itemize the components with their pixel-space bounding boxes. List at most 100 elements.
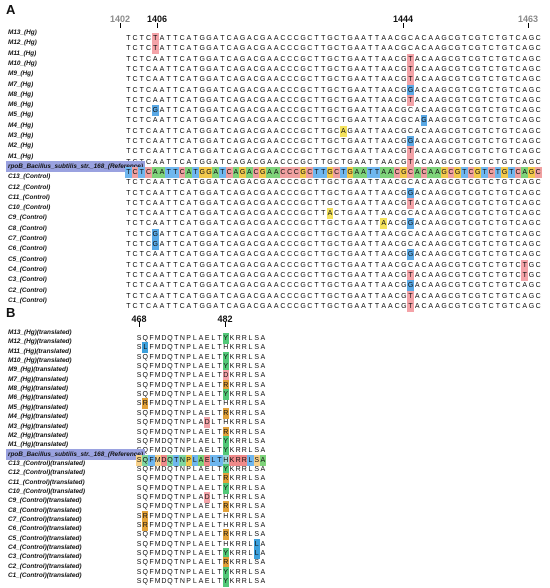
residue: T: [217, 512, 222, 520]
residue: T: [126, 261, 131, 269]
residue: Q: [142, 550, 148, 558]
residue: A: [428, 220, 434, 228]
sequence-label: M2_(Hg)(translated): [8, 431, 69, 439]
residue: A: [435, 251, 440, 259]
residue: A: [522, 96, 528, 104]
residue: G: [501, 158, 508, 166]
residue: A: [381, 127, 386, 135]
residue: C: [253, 35, 259, 42]
residue: T: [174, 391, 179, 399]
residue: A: [233, 179, 239, 187]
residue: C: [179, 117, 185, 125]
residue: C: [280, 127, 286, 135]
residue: C: [334, 127, 340, 135]
residue: G: [327, 55, 333, 63]
residue: T: [219, 166, 226, 178]
residue: C: [535, 292, 541, 300]
residue: A: [260, 484, 266, 492]
residue: Q: [167, 540, 173, 548]
residue: C: [421, 220, 427, 228]
residue: T: [341, 302, 346, 310]
residue: Q: [167, 550, 173, 558]
residue: C: [287, 241, 293, 248]
position-tick: [120, 23, 121, 28]
residue: C: [468, 96, 474, 104]
sequence-residues: SQFMDQT NP L A E L T RKRR L S A: [136, 402, 266, 419]
residue: C: [535, 96, 541, 104]
residue: A: [354, 271, 360, 279]
residue: A: [435, 282, 440, 290]
residue: L: [192, 381, 197, 389]
residue: A: [246, 127, 252, 135]
residue: A: [273, 65, 279, 73]
residue: G: [327, 148, 333, 156]
residue: C: [515, 45, 521, 53]
residue: G: [239, 302, 246, 310]
residue: A: [522, 148, 528, 156]
residue: G: [401, 241, 407, 248]
residue: L: [192, 559, 197, 567]
residue: G: [441, 199, 447, 207]
residue: C: [280, 230, 286, 238]
residue: A: [414, 261, 420, 269]
residue: H: [223, 419, 229, 427]
sequence-residues: T C T C T A T T C A T GG A T C A G A CG A A C C CGC T T GC T G A A T T A A…: [125, 37, 542, 55]
residue: R: [241, 503, 247, 511]
residue: T: [193, 292, 198, 300]
residue: G: [206, 179, 212, 187]
residue: E: [204, 437, 210, 445]
residue: G: [440, 166, 448, 178]
residue: L: [248, 493, 253, 501]
mutation-residue: G: [407, 280, 414, 292]
residue: G: [528, 261, 535, 269]
residue: C: [488, 189, 494, 197]
residue: A: [267, 230, 272, 238]
sequence-residues: SQFMDQT NP L A E L T Y KRR L L A: [136, 542, 266, 560]
residue: T: [220, 292, 225, 300]
residue: T: [173, 35, 178, 42]
residue: C: [307, 292, 313, 300]
residue: T: [374, 179, 380, 187]
residue: G: [300, 261, 306, 269]
residue: S: [136, 419, 142, 427]
residue: A: [152, 138, 158, 145]
residue: T: [495, 158, 501, 166]
residue: A: [273, 189, 279, 197]
residue: L: [248, 475, 253, 483]
residue: N: [179, 428, 185, 436]
residue: G: [239, 76, 246, 84]
sequence-row: M5_(Hg)(translated) SQFMDQT NP L A E L T RKRR L S A: [0, 402, 550, 419]
residue: G: [206, 148, 212, 156]
residue: G: [239, 86, 246, 94]
residue: A: [246, 199, 252, 207]
residue: C: [307, 86, 313, 94]
residue: F: [149, 437, 154, 445]
sequence-label: C9_(Control)(translated): [8, 497, 82, 505]
residue: P: [186, 419, 191, 427]
residue: A: [246, 261, 252, 269]
residue: P: [186, 409, 191, 417]
residue: G: [199, 230, 205, 238]
residue: G: [401, 96, 407, 104]
residue: Q: [167, 381, 173, 389]
residue: L: [211, 540, 216, 548]
residue: S: [254, 428, 259, 436]
residue: C: [448, 230, 454, 238]
residue: G: [454, 199, 461, 207]
sequence-residues: T C T CG A T T C A T GG A T C A G A CG A A C C CGC T T GC T G A A T T A A…: [125, 233, 542, 250]
residue: P: [186, 475, 191, 483]
residue: C: [132, 148, 138, 156]
residue: T: [374, 282, 380, 290]
residue: A: [233, 199, 239, 207]
residue: C: [515, 117, 521, 125]
residue: S: [254, 391, 259, 399]
residue: R: [241, 522, 247, 529]
residue: G: [528, 220, 535, 228]
residue: A: [435, 292, 440, 300]
residue: C: [179, 158, 185, 166]
residue: T: [495, 210, 501, 218]
sequence-label: M8_(Hg)(translated): [8, 385, 69, 393]
sequence-residues: T C T CG A T T C A T GG A T C A G A CG A A C C CGC T T GC T G A A T T A A…: [125, 223, 542, 240]
residue: S: [254, 363, 259, 371]
